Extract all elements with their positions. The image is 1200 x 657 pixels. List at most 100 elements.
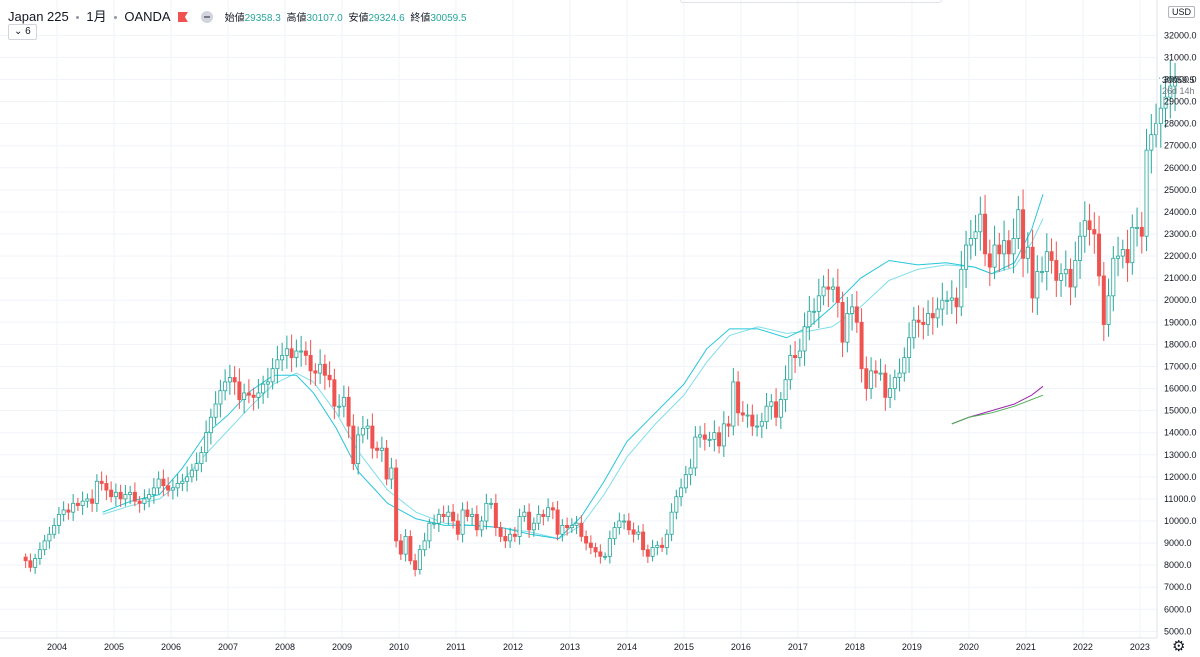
candle-body [679, 487, 684, 498]
candle-body [750, 414, 755, 427]
candle-body [56, 513, 61, 526]
candle-body [574, 522, 579, 526]
candle-body [1063, 268, 1068, 275]
candle-body [1111, 257, 1116, 297]
candle-body [888, 388, 893, 398]
candle-body [303, 350, 308, 356]
market-status-icon[interactable] [201, 11, 214, 23]
price-axis[interactable]: 5000.0 6000.0 7000.0 8000.0 9000.0 10000.0 110… [1164, 30, 1197, 636]
candle-body [603, 555, 608, 558]
candle-body [275, 359, 280, 370]
price-tick-label: 18000.0 [1164, 339, 1197, 349]
candle-body [541, 513, 546, 517]
candle-body [80, 500, 85, 506]
candle-body [973, 231, 978, 239]
candle-body [237, 381, 242, 400]
candle-body [1144, 149, 1149, 237]
candle-body [740, 412, 745, 416]
price-tick-label: 27000.0 [1164, 141, 1197, 151]
candle-body [156, 478, 161, 489]
price-tick-label: 25000.0 [1164, 185, 1197, 195]
candle-body [669, 511, 674, 535]
candle-body [745, 414, 750, 417]
candle-body [47, 533, 52, 542]
chart-legend: Japan 225 1月 OANDA 始値29358.3 高値30107.0 安… [8, 6, 470, 25]
candle-body [1078, 235, 1083, 261]
candle-body [660, 544, 665, 548]
candle-body [161, 478, 166, 487]
candle-body [99, 480, 104, 484]
time-tick-label: 2012 [503, 642, 523, 652]
candle-body [869, 370, 874, 389]
candle-body [123, 494, 128, 500]
candle-body [436, 513, 441, 524]
price-tick-label: 21000.0 [1164, 273, 1197, 283]
time-axis[interactable]: 2004 2005 2006 2007 2008 2009 2010 2011 2012 2013… [47, 642, 1150, 652]
price-tick-label: 7000.0 [1164, 582, 1192, 592]
time-tick-label: 2017 [788, 642, 808, 652]
candle-body [626, 520, 631, 531]
candle-body [503, 536, 508, 542]
candle-body [1087, 220, 1092, 230]
candle-body [921, 321, 926, 325]
indicators-toggle-button[interactable]: ⌄ 6 [8, 24, 37, 40]
time-tick-label: 2022 [1073, 642, 1093, 652]
candle-body [474, 513, 479, 531]
candle-body [299, 350, 304, 353]
price-tick-label: 31000.0 [1164, 52, 1197, 62]
time-tick-label: 2006 [161, 642, 181, 652]
candle-body [1130, 226, 1135, 264]
candle-body [223, 381, 228, 392]
flag-icon[interactable] [177, 12, 188, 22]
candle-body [712, 432, 717, 440]
candle-body [821, 286, 826, 297]
currency-badge[interactable]: USD [1168, 6, 1196, 18]
candle-body [579, 522, 584, 537]
gear-icon[interactable]: ⚙ [1172, 638, 1186, 655]
price-tick-label: 6000.0 [1164, 604, 1192, 614]
candle-body [940, 299, 945, 310]
symbol-name[interactable]: Japan 225 [8, 9, 69, 24]
candle-body [341, 396, 346, 407]
candle-body [455, 520, 460, 535]
candle-body [959, 268, 964, 308]
candle-body [218, 390, 223, 405]
candle-body [337, 405, 342, 408]
candle-body [655, 544, 660, 548]
candle-body [1073, 260, 1078, 288]
price-tick-label: 28000.0 [1164, 119, 1197, 129]
last-price-label: 30059.5 26d 14h [1162, 75, 1195, 97]
price-tick-label: 30000.0 [1164, 74, 1197, 84]
price-tick-label: 14000.0 [1164, 428, 1197, 438]
candle-body [227, 377, 232, 383]
candle-body [246, 392, 251, 396]
candle-body [664, 533, 669, 548]
candle-body [546, 507, 551, 517]
price-tick-label: 8000.0 [1164, 560, 1192, 570]
candle-body [987, 253, 992, 268]
candle-body [1002, 240, 1007, 255]
interval-label[interactable]: 1月 [86, 9, 107, 24]
candle-body [208, 416, 213, 434]
candle-body [1149, 134, 1154, 151]
candle-body [1030, 246, 1035, 299]
candlesticks [23, 60, 1179, 577]
candle-body [403, 536, 408, 555]
price-tick-label: 23000.0 [1164, 229, 1197, 239]
price-tick-label: 10000.0 [1164, 516, 1197, 526]
candle-body [389, 467, 394, 480]
candle-body [1139, 226, 1144, 237]
candle-body [441, 513, 446, 517]
close-label: 終値 [410, 13, 431, 24]
candle-body [356, 434, 361, 464]
candle-body [949, 297, 954, 301]
broker-label[interactable]: OANDA [124, 9, 171, 24]
ohlc-values: 始値29358.3 高値30107.0 安値29324.6 終値30059.5 [225, 13, 470, 24]
candle-body [892, 377, 897, 389]
price-tick-label: 26000.0 [1164, 163, 1197, 173]
candle-body [1040, 271, 1045, 273]
price-tick-label: 15000.0 [1164, 406, 1197, 416]
price-tick-label: 9000.0 [1164, 538, 1192, 548]
candle-body [42, 540, 47, 551]
